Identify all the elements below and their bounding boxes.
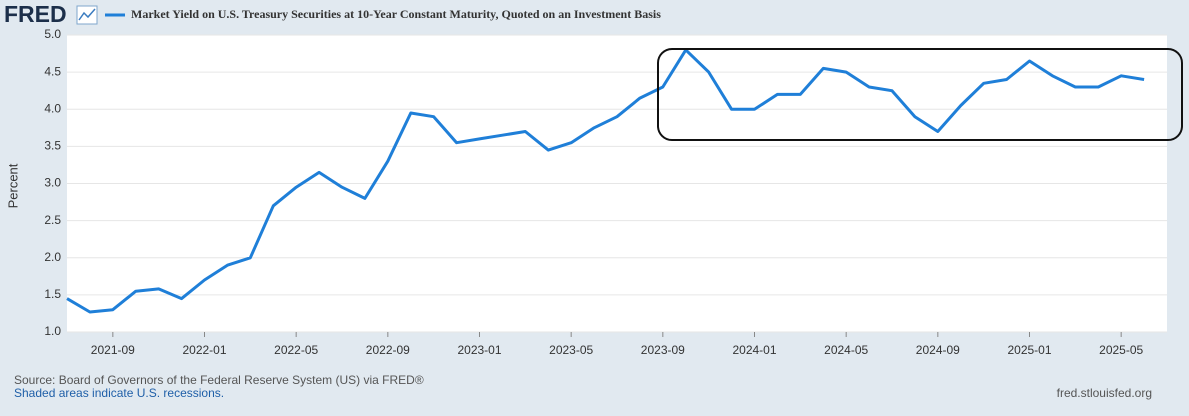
x-tick-label: 2024-01 xyxy=(732,343,776,357)
source: Source: Board of Governors of the Federa… xyxy=(14,373,424,387)
y-axis-label: Percent xyxy=(5,163,20,208)
logo: FRED xyxy=(4,1,67,27)
highlight-box xyxy=(657,48,1183,141)
logo-icon xyxy=(76,5,98,25)
legend-label: Market Yield on U.S. Treasury Securities… xyxy=(131,7,661,21)
y-tick-label: 3.5 xyxy=(44,139,61,153)
x-tick-label: 2023-09 xyxy=(641,343,685,357)
x-tick-label: 2025-01 xyxy=(1007,343,1051,357)
y-tick-label: 4.5 xyxy=(44,64,61,78)
x-tick-label: 2025-05 xyxy=(1099,343,1143,357)
y-tick-label: 1.5 xyxy=(44,287,61,301)
x-tick-label: 2022-05 xyxy=(274,343,318,357)
y-tick-label: 1.0 xyxy=(44,324,61,338)
credit: fred.stlouisfed.org xyxy=(1057,386,1152,400)
y-tick-label: 4.0 xyxy=(44,101,61,115)
y-tick-label: 2.5 xyxy=(44,213,61,227)
y-tick-label: 3.0 xyxy=(44,176,61,190)
x-tick-label: 2022-01 xyxy=(182,343,226,357)
y-tick-label: 5.0 xyxy=(44,27,61,41)
x-tick-label: 2021-09 xyxy=(91,343,135,357)
x-tick-label: 2024-09 xyxy=(916,343,960,357)
y-tick-label: 2.0 xyxy=(44,250,61,264)
x-tick-label: 2023-05 xyxy=(549,343,593,357)
data-line xyxy=(66,48,1145,314)
x-tick-label: 2024-05 xyxy=(824,343,868,357)
x-tick-label: 2023-01 xyxy=(457,343,501,357)
note: Shaded areas indicate U.S. recessions. xyxy=(14,386,224,400)
x-tick-label: 2022-09 xyxy=(366,343,410,357)
